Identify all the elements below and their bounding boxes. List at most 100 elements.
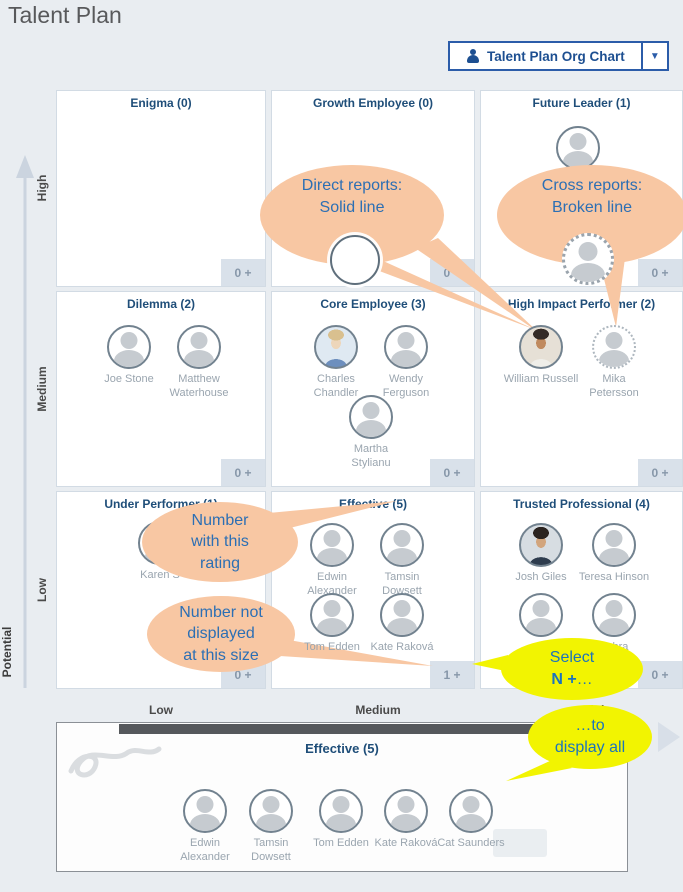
avatar (310, 593, 354, 637)
org-chart-dropdown-caret[interactable]: ▼ (640, 43, 667, 69)
avatar (310, 523, 354, 567)
avatar (380, 593, 424, 637)
person-name: Martha Stylianu (351, 443, 391, 470)
avatar (556, 126, 600, 170)
person-name: Joe Stone (104, 373, 154, 385)
person-name: Cat Saunders (437, 837, 505, 849)
person-name: Edwin Alexander (180, 837, 230, 864)
annotation-text: Number (191, 511, 249, 529)
y-axis-line (23, 178, 27, 688)
annotation-text: rating (199, 554, 241, 572)
avatar (319, 789, 363, 833)
person-name: Wendy Ferguson (382, 373, 430, 400)
cell-title: Growth Employee (0) (312, 96, 434, 110)
y-tick-medium: Medium (35, 366, 49, 412)
cell-badge[interactable]: 0 + (430, 259, 474, 286)
org-chart-button-group: Talent Plan Org Chart ▼ (448, 41, 669, 71)
person-charles-chandler[interactable]: Charles Chandler (296, 325, 376, 400)
avatar-dotted (592, 325, 636, 369)
avatar (349, 395, 393, 439)
avatar (449, 789, 493, 833)
avatar (384, 789, 428, 833)
annotation-text: at this size (183, 646, 259, 664)
annotation-text: Number not (179, 603, 263, 621)
person-mika-petersson[interactable]: Mika Petersson (574, 325, 654, 400)
person-name: Tamsin Dowsett (251, 837, 291, 864)
person-name: Mika Petersson (589, 373, 639, 400)
person-tamsin-dowsett[interactable]: Tamsin Dowsett (362, 523, 442, 598)
annotation-text: …to (575, 717, 605, 735)
y-tick-low: Low (35, 578, 49, 602)
avatar (380, 523, 424, 567)
cell-badge[interactable]: 0 + (638, 459, 682, 486)
avatar (183, 789, 227, 833)
cell-title: High Impact Performer (2) (507, 297, 656, 311)
popup-person-kate-rakova[interactable]: Kate Raková (366, 789, 446, 850)
person-name: Kate Raková (374, 837, 438, 849)
person-josh-giles[interactable]: Josh Giles (501, 523, 581, 584)
annotation-number-with-rating: Number with this rating (142, 502, 298, 582)
person-name: William Russell (503, 373, 579, 385)
person-name: Tom Edden (304, 641, 360, 653)
annotation-text: Direct reports: (301, 177, 403, 194)
avatar-photo (519, 325, 563, 369)
annotation-display-all: …to display all (528, 705, 652, 769)
avatar (592, 593, 636, 637)
x-tick-low: Low (149, 703, 173, 717)
annotation-number-not-displayed: Number not displayed at this size (147, 596, 295, 672)
cell-badge[interactable]: 0 + (221, 259, 265, 286)
popup-title: Effective (5) (305, 741, 379, 756)
y-tick-high: High (35, 174, 49, 202)
person-william-russell[interactable]: William Russell (501, 325, 581, 386)
person-teresa-hinson[interactable]: Teresa Hinson (574, 523, 654, 584)
avatar-photo (314, 325, 358, 369)
person-name: Edwin Alexander (307, 571, 357, 598)
y-axis-label: Potential (0, 626, 14, 678)
cell-enigma: Enigma (0) 0 + (56, 90, 266, 287)
person-joe-stone[interactable]: Joe Stone (89, 325, 169, 386)
popup-faint-badge (493, 829, 547, 857)
cell-badge[interactable]: 0 + (638, 259, 682, 286)
x-axis-arrowhead-icon (658, 722, 680, 752)
org-chart-button-label: Talent Plan Org Chart (487, 48, 625, 64)
person-name: Teresa Hinson (578, 571, 650, 583)
cell-badge[interactable]: 0 + (430, 459, 474, 486)
person-future-leader[interactable] (538, 126, 618, 170)
cross-report-example-avatar (562, 233, 614, 285)
annotation-text: Broken line (551, 198, 633, 216)
avatar (177, 325, 221, 369)
popup-person-edwin-alexander[interactable]: Edwin Alexander (165, 789, 245, 864)
x-tick-medium: Medium (355, 703, 401, 717)
person-matthew-waterhouse[interactable]: Matthew Waterhouse (159, 325, 239, 400)
cell-badge[interactable]: 0 + (221, 459, 265, 486)
popup-person-tom-edden[interactable]: Tom Edden (301, 789, 381, 850)
avatar-photo (519, 523, 563, 567)
person-edwin-alexander[interactable]: Edwin Alexander (292, 523, 372, 598)
annotation-text: displayed (187, 625, 255, 643)
person-tom-edden[interactable]: Tom Edden (292, 593, 372, 654)
cell-title: Future Leader (1) (532, 96, 631, 110)
person-name: Tom Edden (313, 837, 369, 849)
popup-person-tamsin-dowsett[interactable]: Tamsin Dowsett (231, 789, 311, 864)
person-kate-rakova[interactable]: Kate Raková (362, 593, 442, 654)
person-name: Charles Chandler (313, 373, 359, 400)
page-title: Talent Plan (8, 2, 122, 28)
avatar (384, 325, 428, 369)
cell-title: Effective (5) (338, 497, 408, 511)
popup-top-band (119, 724, 626, 734)
person-martha-stylianu[interactable]: Martha Stylianu (331, 395, 411, 470)
avatar (592, 523, 636, 567)
talent-plan-org-chart-button[interactable]: Talent Plan Org Chart (450, 43, 641, 69)
cell-badge[interactable]: 1 + (430, 661, 474, 688)
y-axis-arrowhead-icon (16, 155, 34, 178)
avatar (107, 325, 151, 369)
cell-title: Enigma (0) (130, 96, 192, 110)
cell-badge[interactable]: 0 + (638, 661, 682, 688)
person-wendy-ferguson[interactable]: Wendy Ferguson (366, 325, 446, 400)
person-name: Josh Giles (515, 571, 567, 583)
cell-dilemma: Dilemma (2) 0 + (56, 291, 266, 487)
avatar (519, 593, 563, 637)
popup-person-cat-saunders[interactable]: Cat Saunders (431, 789, 511, 850)
direct-report-example-avatar (330, 235, 380, 285)
